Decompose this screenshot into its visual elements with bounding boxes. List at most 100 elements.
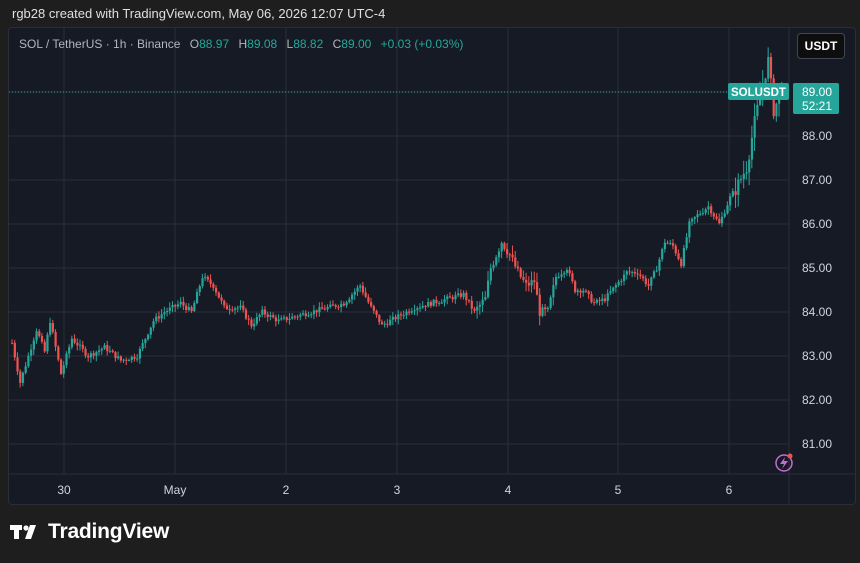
- candle-body[interactable]: [625, 271, 628, 275]
- candle-body[interactable]: [652, 271, 656, 278]
- candle-body[interactable]: [647, 284, 650, 286]
- candle-body[interactable]: [351, 294, 354, 300]
- candle-body[interactable]: [40, 336, 44, 342]
- candle-body[interactable]: [459, 293, 462, 297]
- candle-body[interactable]: [98, 350, 101, 352]
- candle-body[interactable]: [658, 259, 661, 271]
- candle-body[interactable]: [54, 331, 57, 347]
- candle-body[interactable]: [62, 365, 65, 374]
- candle-body[interactable]: [171, 305, 174, 308]
- candle-body[interactable]: [707, 206, 710, 210]
- candle-body[interactable]: [11, 342, 14, 344]
- candle-body[interactable]: [691, 218, 694, 222]
- candle-body[interactable]: [506, 249, 509, 255]
- candle-body[interactable]: [424, 305, 427, 307]
- candle-body[interactable]: [394, 316, 397, 320]
- candle-body[interactable]: [38, 331, 41, 337]
- candle-body[interactable]: [435, 299, 438, 304]
- candle-body[interactable]: [489, 268, 492, 281]
- candle-body[interactable]: [293, 316, 297, 318]
- candle-body[interactable]: [492, 264, 495, 269]
- candle-body[interactable]: [144, 339, 147, 344]
- candle-body[interactable]: [405, 311, 408, 316]
- candle-body[interactable]: [699, 213, 702, 215]
- candle-body[interactable]: [628, 271, 631, 273]
- candle-body[interactable]: [511, 254, 514, 258]
- candle-body[interactable]: [421, 305, 424, 308]
- candle-body[interactable]: [13, 342, 16, 358]
- candle-body[interactable]: [274, 317, 278, 322]
- candle-body[interactable]: [386, 323, 389, 325]
- candle-body[interactable]: [70, 338, 74, 348]
- candle-body[interactable]: [190, 307, 193, 312]
- candle-body[interactable]: [527, 282, 530, 286]
- candle-body[interactable]: [767, 57, 770, 79]
- candle-body[interactable]: [212, 283, 215, 288]
- candle-body[interactable]: [682, 247, 686, 267]
- candle-body[interactable]: [100, 348, 103, 351]
- candle-body[interactable]: [633, 272, 637, 274]
- candle-body[interactable]: [378, 315, 381, 322]
- candle-body[interactable]: [631, 272, 634, 274]
- candle-body[interactable]: [606, 293, 609, 301]
- candle-body[interactable]: [413, 310, 416, 312]
- candle-body[interactable]: [223, 300, 226, 306]
- candle-body[interactable]: [95, 351, 98, 356]
- candle-body[interactable]: [21, 372, 25, 383]
- candle-body[interactable]: [427, 301, 430, 307]
- candle-body[interactable]: [598, 299, 601, 301]
- alert-icon[interactable]: [775, 454, 793, 472]
- candle-body[interactable]: [739, 179, 743, 181]
- candle-body[interactable]: [122, 359, 125, 361]
- candle-body[interactable]: [470, 300, 473, 309]
- candle-body[interactable]: [19, 371, 22, 383]
- candle-body[interactable]: [269, 315, 272, 317]
- candle-body[interactable]: [315, 310, 318, 313]
- candle-body[interactable]: [745, 172, 748, 174]
- candle-body[interactable]: [304, 313, 307, 317]
- candle-body[interactable]: [51, 323, 54, 332]
- candle-body[interactable]: [487, 280, 490, 297]
- candle-body[interactable]: [380, 321, 384, 325]
- candle-body[interactable]: [353, 291, 356, 295]
- candle-body[interactable]: [753, 116, 756, 138]
- candle-body[interactable]: [448, 296, 452, 298]
- candle-body[interactable]: [655, 270, 658, 272]
- candle-body[interactable]: [552, 285, 555, 298]
- candle-body[interactable]: [715, 216, 718, 219]
- candle-body[interactable]: [530, 280, 533, 286]
- candle-body[interactable]: [288, 318, 291, 320]
- candle-body[interactable]: [514, 257, 517, 267]
- candle-body[interactable]: [661, 249, 664, 260]
- candle-body[interactable]: [497, 251, 501, 258]
- candle-body[interactable]: [334, 305, 337, 307]
- candle-body[interactable]: [644, 278, 647, 285]
- candle-body[interactable]: [574, 281, 577, 292]
- candle-body[interactable]: [389, 319, 392, 325]
- chart-panel[interactable]: 81.00 82.00 83.00 84.00 85.00 86.00 87.00 88.00…: [8, 27, 856, 505]
- candle-body[interactable]: [285, 317, 288, 320]
- candle-body[interactable]: [685, 237, 688, 248]
- candle-body[interactable]: [367, 296, 370, 303]
- candle-body[interactable]: [217, 292, 220, 298]
- candle-body[interactable]: [383, 323, 386, 325]
- candle-body[interactable]: [465, 292, 468, 301]
- candle-body[interactable]: [138, 348, 142, 359]
- candle-body[interactable]: [696, 214, 699, 218]
- candle-body[interactable]: [253, 323, 256, 327]
- candle-body[interactable]: [231, 309, 234, 311]
- candle-body[interactable]: [342, 303, 346, 306]
- candle-body[interactable]: [432, 299, 435, 306]
- candle-body[interactable]: [704, 209, 707, 213]
- candle-body[interactable]: [462, 292, 465, 297]
- candle-body[interactable]: [576, 290, 579, 292]
- candle-body[interactable]: [748, 159, 751, 173]
- candle-body[interactable]: [535, 282, 539, 295]
- candle-body[interactable]: [163, 312, 166, 315]
- candle-body[interactable]: [136, 358, 139, 360]
- symbol-title[interactable]: SOL / TetherUS · 1h · Binance: [19, 37, 181, 51]
- candle-body[interactable]: [582, 290, 585, 293]
- candle-body[interactable]: [89, 353, 93, 358]
- candle-body[interactable]: [473, 308, 476, 311]
- candle-body[interactable]: [81, 344, 84, 349]
